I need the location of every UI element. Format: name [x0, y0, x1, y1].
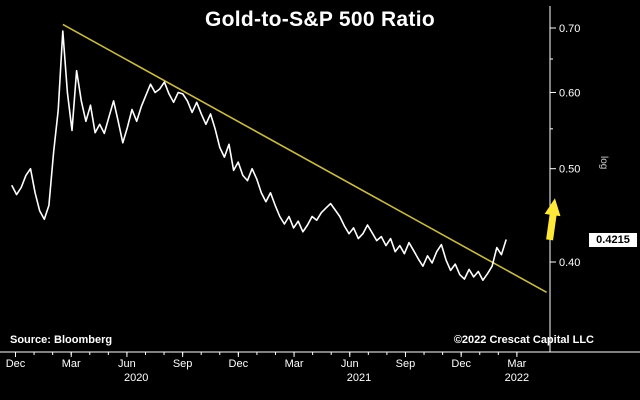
- x-tick-label: Mar: [62, 358, 81, 370]
- x-tick-label: Dec: [6, 358, 26, 370]
- y-tick-label: 0.50: [559, 164, 580, 176]
- chart-title: Gold-to-S&P 500 Ratio: [205, 8, 435, 31]
- y-tick-label: 0.40: [559, 257, 580, 269]
- copyright-label: ©2022 Crescat Capital LLC: [453, 334, 594, 346]
- source-label: Source: Bloomberg: [10, 334, 113, 346]
- year-label: 2021: [347, 372, 371, 384]
- trendline: [62, 23, 547, 294]
- y-tick-label: 0.60: [559, 87, 580, 99]
- x-tick-label: Dec: [451, 358, 471, 370]
- x-tick-label: Jun: [118, 358, 136, 370]
- x-tick-label: Sep: [173, 358, 193, 370]
- year-label: 2022: [505, 372, 529, 384]
- x-tick-label: Jun: [341, 358, 359, 370]
- x-tick-label: Mar: [285, 358, 304, 370]
- x-tick-label: Dec: [229, 358, 249, 370]
- y-tick-label: 0.70: [559, 23, 580, 35]
- x-tick-label: Mar: [507, 358, 526, 370]
- year-label: 2020: [124, 372, 148, 384]
- price-line: [11, 30, 507, 282]
- x-tick-label: Sep: [396, 358, 416, 370]
- last-price-badge: 0.4215: [589, 233, 637, 248]
- log-scale-label: log: [598, 156, 609, 170]
- up-arrow-annotation: [544, 198, 561, 241]
